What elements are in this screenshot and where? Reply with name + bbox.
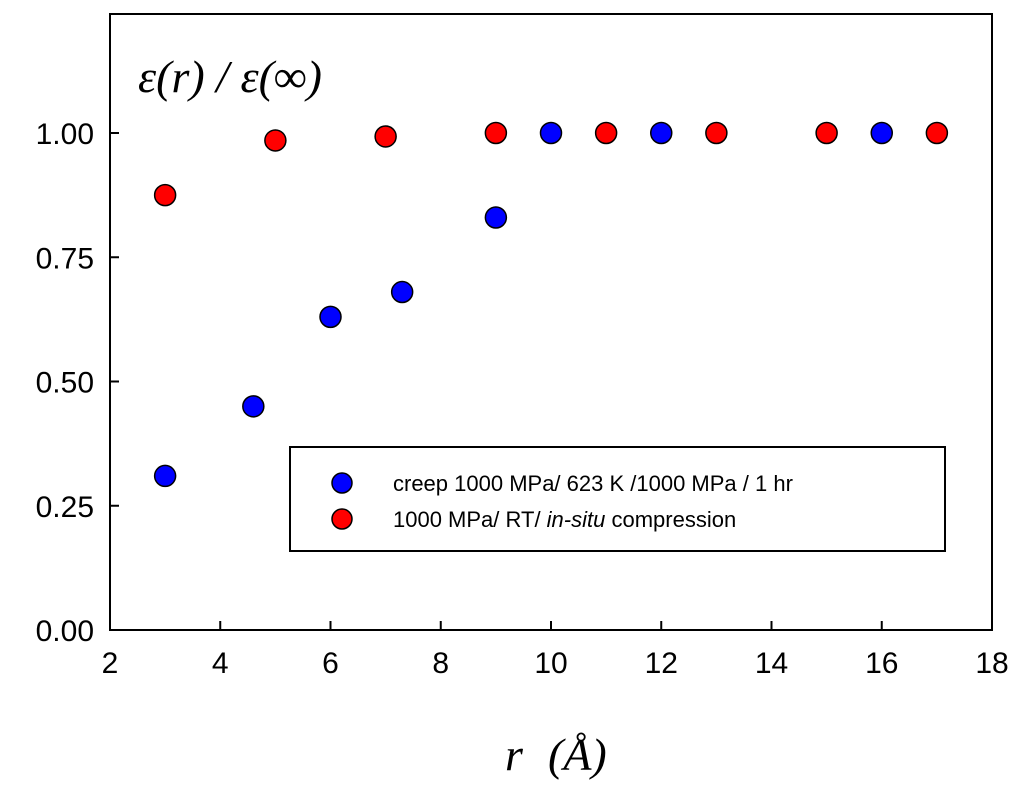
data-point-creep bbox=[870, 121, 893, 145]
x-tick-label: 16 bbox=[865, 647, 898, 680]
data-point-creep bbox=[319, 305, 342, 329]
legend-label-compression-part1: 1000 MPa/ RT/ bbox=[393, 507, 547, 532]
data-point-creep bbox=[539, 121, 563, 145]
x-tick-label: 12 bbox=[645, 647, 678, 680]
data-point-creep bbox=[484, 206, 508, 229]
y-tick-label: 0.00 bbox=[36, 615, 94, 648]
data-point-creep bbox=[650, 121, 673, 145]
y-tick-label: 0.50 bbox=[36, 367, 94, 400]
data-point-compression bbox=[815, 121, 838, 145]
legend-box bbox=[289, 446, 946, 552]
data-point-compression bbox=[705, 121, 728, 145]
x-tick-label: 2 bbox=[102, 647, 119, 680]
data-point-creep bbox=[242, 395, 265, 418]
x-tick-label: 4 bbox=[212, 647, 229, 680]
y-tick-label: 0.25 bbox=[36, 491, 94, 524]
legend-marker-red bbox=[331, 508, 353, 530]
data-point-creep bbox=[390, 280, 414, 304]
y-tick-label: 1.00 bbox=[36, 118, 94, 151]
x-tick-label: 10 bbox=[534, 647, 567, 680]
legend-label-compression-insitu: in-situ bbox=[547, 507, 606, 532]
x-axis-label-unit: (Å) bbox=[548, 729, 607, 780]
data-point-compression bbox=[374, 125, 397, 148]
legend-label-creep: creep 1000 MPa/ 623 K /1000 MPa / 1 hr bbox=[393, 471, 793, 496]
data-point-compression bbox=[484, 121, 508, 145]
x-axis-ticks: 2 4 6 8 10 12 14 16 18 bbox=[102, 621, 1009, 680]
data-point-compression bbox=[264, 129, 287, 152]
y-axis-ticks: 0.00 0.25 0.50 0.75 1.00 bbox=[36, 118, 119, 648]
data-point-creep bbox=[153, 464, 177, 488]
x-axis-label-variable: r bbox=[505, 729, 524, 780]
x-tick-label: 6 bbox=[322, 647, 339, 680]
y-tick-label: 0.75 bbox=[36, 242, 94, 275]
data-points bbox=[153, 121, 949, 488]
x-tick-label: 14 bbox=[755, 647, 788, 680]
legend-marker-blue bbox=[331, 472, 353, 494]
x-axis-label: r (Å) bbox=[505, 729, 607, 780]
x-tick-label: 18 bbox=[975, 647, 1008, 680]
data-point-compression bbox=[153, 183, 177, 207]
legend-label-compression-part3: compression bbox=[605, 507, 736, 532]
legend: creep 1000 MPa/ 623 K /1000 MPa / 1 hr 1… bbox=[289, 446, 946, 552]
data-point-compression bbox=[925, 121, 949, 145]
data-point-compression bbox=[594, 121, 618, 145]
x-tick-label: 8 bbox=[432, 647, 449, 680]
legend-label-compression: 1000 MPa/ RT/ in-situ compression bbox=[393, 507, 736, 532]
y-axis-label: ε(r) / ε(∞) bbox=[138, 51, 322, 102]
